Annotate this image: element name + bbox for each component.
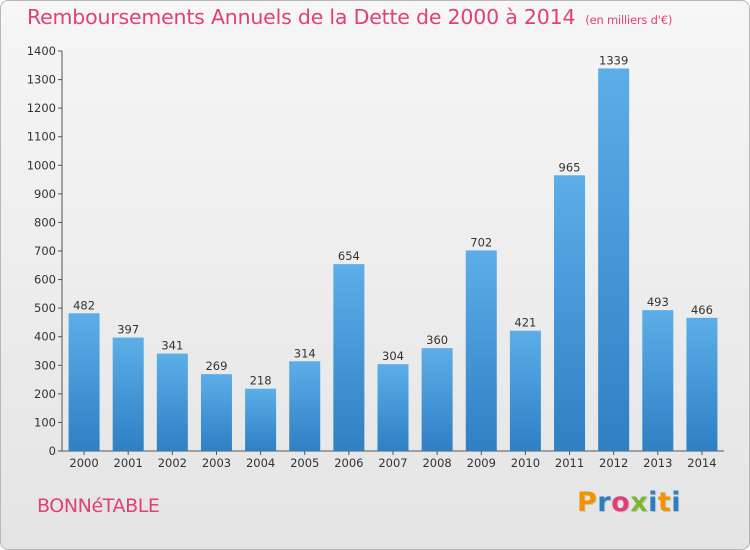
x-tick-label: 2008	[422, 456, 451, 470]
x-tick-label: 2002	[158, 456, 187, 470]
bar-2010[interactable]	[509, 330, 541, 451]
city-name: BONNéTABLE	[37, 495, 160, 517]
logo-letter: i	[671, 487, 682, 518]
data-label-2001: 397	[117, 323, 139, 337]
bar-2008[interactable]	[421, 348, 453, 451]
bar-2007[interactable]	[377, 364, 409, 451]
data-label-2011: 965	[559, 160, 581, 174]
data-label-2013: 493	[647, 295, 669, 309]
data-label-2012: 1339	[599, 53, 628, 67]
data-label-2003: 269	[205, 359, 227, 373]
x-tick-label: 2010	[511, 456, 540, 470]
x-tick-label: 2014	[687, 456, 716, 470]
bar-2011[interactable]	[554, 175, 586, 452]
data-label-2009: 702	[470, 235, 492, 249]
proxiti-logo[interactable]: Proxiti	[577, 487, 681, 518]
y-tick-label: 1300	[27, 73, 56, 87]
bar-2013[interactable]	[642, 310, 674, 451]
y-tick-label: 700	[34, 244, 56, 258]
y-tick-label: 900	[34, 187, 56, 201]
logo-letter: P	[577, 487, 598, 518]
x-tick-label: 2012	[599, 456, 628, 470]
data-label-2008: 360	[426, 333, 448, 347]
logo-letter: i	[648, 487, 658, 518]
x-tick-label: 2004	[246, 456, 275, 470]
bar-2006[interactable]	[333, 264, 365, 451]
y-tick-label: 1400	[27, 44, 56, 58]
x-tick-label: 2001	[114, 456, 143, 470]
data-label-2005: 314	[294, 346, 316, 360]
logo-letter: r	[597, 487, 612, 518]
data-label-2004: 218	[250, 374, 272, 388]
y-tick-label: 1200	[27, 101, 56, 115]
chart-bars	[68, 68, 718, 452]
bar-2009[interactable]	[465, 250, 497, 451]
data-label-2010: 421	[514, 316, 536, 330]
y-tick-label: 1100	[27, 130, 56, 144]
x-tick-label: 2013	[643, 456, 672, 470]
x-tick-label: 2005	[290, 456, 319, 470]
bar-2005[interactable]	[289, 361, 321, 451]
x-tick-label: 2003	[202, 456, 231, 470]
chart-labels: 482 397 341 269 218 314 654 304 360 702 421 965 1339…	[73, 53, 713, 387]
logo-letter: t	[657, 487, 672, 518]
bar-2003[interactable]	[200, 374, 232, 451]
chart-title-text: Remboursements Annuels de la Dette de 20…	[27, 5, 576, 29]
x-tick-label: 2009	[467, 456, 496, 470]
y-tick-label: 800	[34, 215, 56, 229]
data-label-2006: 654	[338, 249, 360, 263]
bar-2004[interactable]	[245, 388, 277, 451]
y-tick-label: 0	[49, 444, 56, 458]
y-tick-label: 600	[34, 273, 56, 287]
bar-2014[interactable]	[686, 317, 718, 451]
chart-axes: 0 100 200 300 400 500 600 700 800 900 1000 1100 1200…	[27, 44, 724, 470]
y-tick-label: 1000	[27, 158, 56, 172]
x-tick-label: 2007	[378, 456, 407, 470]
data-label-2000: 482	[73, 298, 95, 312]
bar-2002[interactable]	[156, 353, 188, 451]
y-tick-label: 200	[34, 387, 56, 401]
x-tick-label: 2000	[69, 456, 98, 470]
logo-letter: x	[630, 487, 649, 518]
data-label-2014: 466	[691, 303, 713, 317]
data-label-2007: 304	[382, 349, 404, 363]
chart-title: Remboursements Annuels de la Dette de 20…	[27, 5, 672, 29]
bar-2001[interactable]	[112, 337, 144, 451]
y-tick-label: 400	[34, 330, 56, 344]
y-tick-label: 100	[34, 415, 56, 429]
x-tick-label: 2006	[334, 456, 363, 470]
y-tick-label: 300	[34, 358, 56, 372]
y-tick-label: 500	[34, 301, 56, 315]
x-tick-label: 2011	[555, 456, 584, 470]
bar-2000[interactable]	[68, 313, 100, 451]
logo-letter: o	[611, 487, 631, 518]
data-label-2002: 341	[161, 339, 183, 353]
chart-unit: (en milliers d'€)	[585, 13, 673, 27]
bar-2012[interactable]	[598, 68, 630, 451]
